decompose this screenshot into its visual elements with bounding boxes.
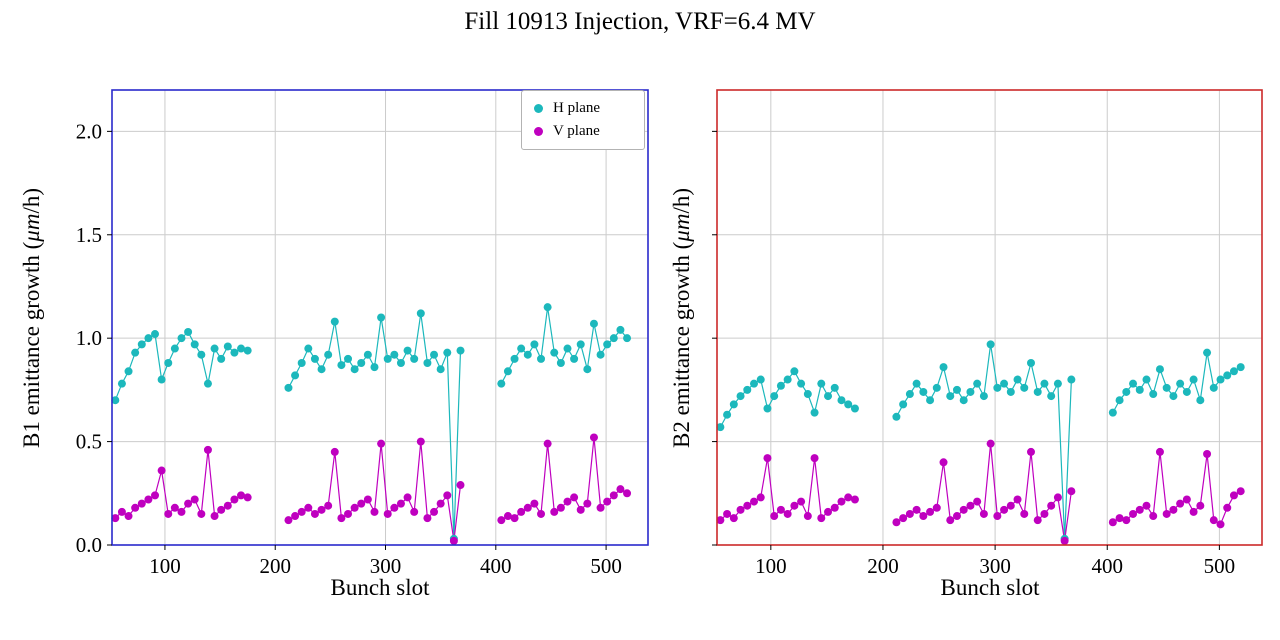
legend-item-h-plane: H plane: [534, 97, 634, 120]
chart-b2-figure: 100 200 300 400 500 B2 emittance growth (μm/…: [660, 60, 1280, 640]
legend-label-h-plane: H plane: [553, 100, 601, 116]
svg-text:500: 500: [1204, 554, 1236, 578]
svg-text:100: 100: [149, 554, 181, 578]
b1-y-axis-label-prefix: B1 emittance growth (: [19, 241, 44, 449]
b1-y-axis-label-suffix: /h): [19, 187, 44, 214]
svg-text:300: 300: [979, 554, 1011, 578]
b2-plot-svg: 100 200 300 400 500: [712, 89, 1263, 578]
h-plane-marker-icon: [534, 104, 543, 113]
svg-text:100: 100: [755, 554, 787, 578]
svg-text:0.0: 0.0: [76, 533, 102, 557]
svg-text:200: 200: [259, 554, 291, 578]
svg-text:0.5: 0.5: [76, 430, 102, 454]
svg-text:200: 200: [867, 554, 899, 578]
svg-text:1.5: 1.5: [76, 223, 102, 247]
b2-y-axis-label-suffix: /h): [669, 187, 694, 214]
svg-text:1.0: 1.0: [76, 326, 102, 350]
legend-label-v-plane: V plane: [553, 123, 600, 139]
b2-y-axis-label-units: μm: [669, 213, 694, 242]
legend: H plane V plane: [521, 90, 645, 150]
svg-text:500: 500: [590, 554, 622, 578]
b2-x-axis-label: Bunch slot: [940, 575, 1040, 600]
chart-b1-figure: 100 200 300 400 500 0.0 0.5 1.0 1.5 2.0 B1 emitta…: [0, 60, 660, 640]
v-plane-marker-icon: [534, 127, 543, 136]
page-title: Fill 10913 Injection, VRF=6.4 MV: [464, 8, 816, 35]
svg-text:400: 400: [480, 554, 512, 578]
svg-text:400: 400: [1091, 554, 1123, 578]
b2-y-axis-label-prefix: B2 emittance growth (: [669, 241, 694, 449]
b2-y-axis-label: B2 emittance growth (μm/h): [669, 188, 695, 448]
svg-text:300: 300: [370, 554, 402, 578]
b1-y-axis-label-units: μm: [19, 213, 44, 242]
b1-plot-svg: 100 200 300 400 500 0.0 0.5 1.0 1.5 2.0: [76, 89, 649, 578]
b1-y-axis-label: B1 emittance growth (μm/h): [19, 188, 45, 448]
svg-text:2.0: 2.0: [76, 119, 102, 143]
legend-item-v-plane: V plane: [534, 120, 634, 143]
b1-x-axis-label: Bunch slot: [330, 575, 430, 600]
